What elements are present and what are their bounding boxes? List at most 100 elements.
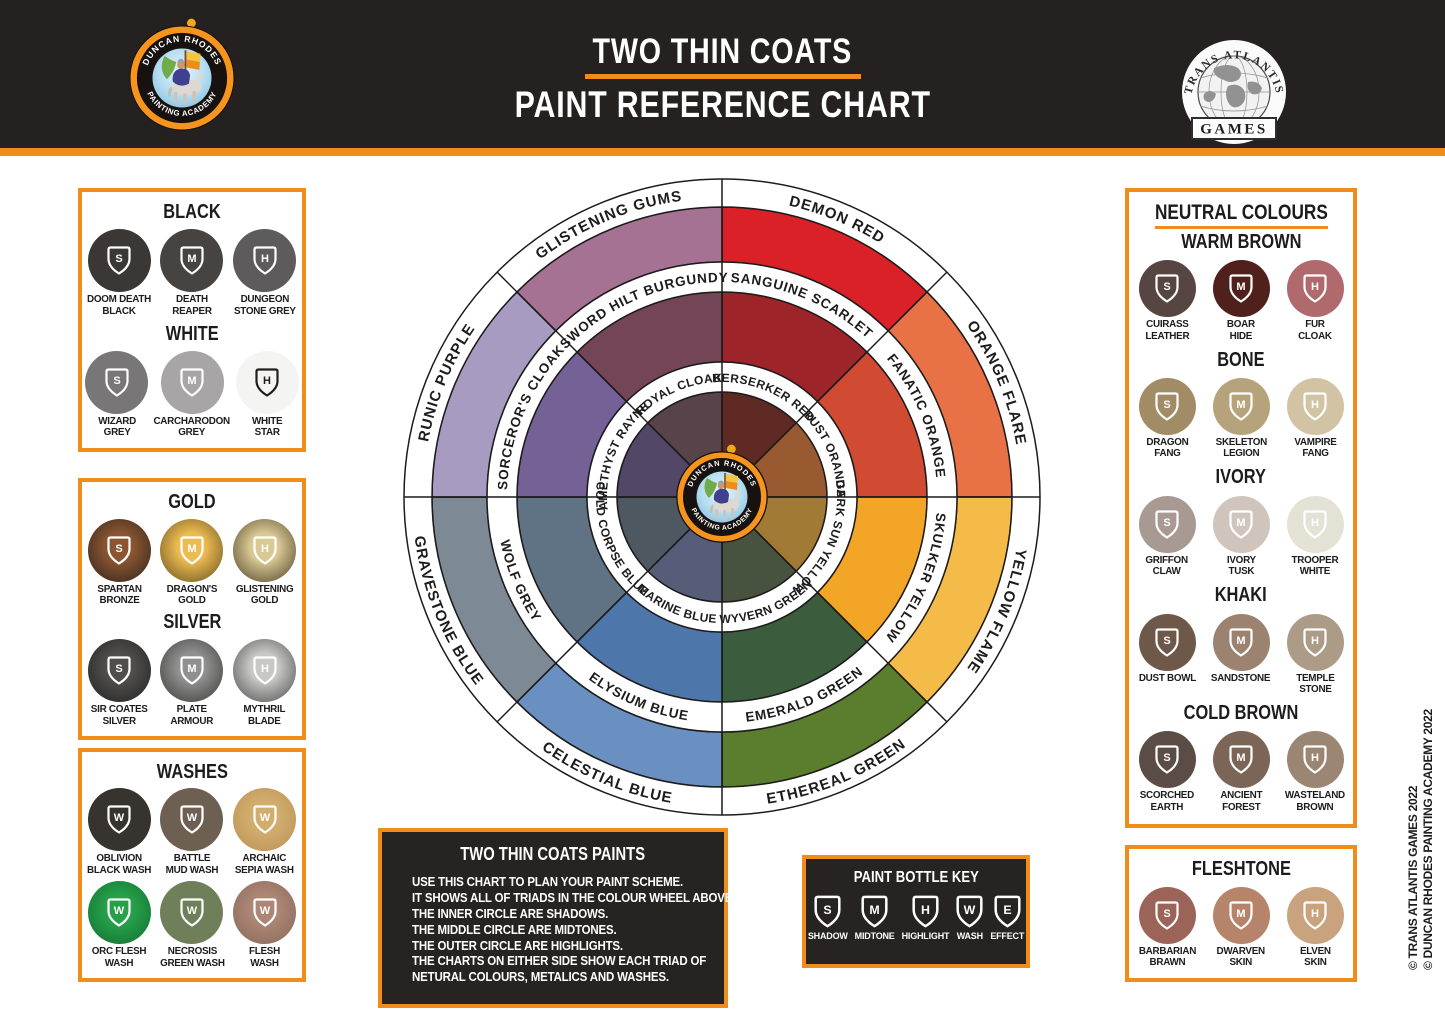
swatch-battle-mud-wash: W BATTLE MUD WASH bbox=[157, 788, 228, 876]
swatch-row: S BARBARIAN BRAWN M DWARVEN SKIN H ELVEN SKIN bbox=[1131, 886, 1351, 969]
info-box-title: TWO THIN COATS PAINTS bbox=[460, 844, 646, 864]
swatch-fur-cloak: H FUR CLOAK bbox=[1279, 260, 1351, 342]
swatch-circle: H bbox=[235, 350, 299, 414]
swatch-label: FLESH WASH bbox=[249, 945, 281, 969]
svg-text:S: S bbox=[1163, 908, 1170, 920]
paint-bottle-key: PAINT BOTTLE KEY S SHADOW M MIDTONE H HIGHLIG… bbox=[802, 855, 1030, 968]
swatch-circle: S bbox=[1138, 613, 1196, 671]
h-shield-icon: H bbox=[253, 535, 277, 565]
h-shield-icon: H bbox=[1303, 627, 1327, 657]
s-shield-icon: S bbox=[107, 246, 131, 276]
svg-text:M: M bbox=[1236, 908, 1245, 920]
swatch-label: SPARTAN BRONZE bbox=[97, 582, 142, 607]
svg-text:H: H bbox=[1311, 281, 1319, 293]
key-item-label: WASH bbox=[956, 931, 983, 941]
swatch-circle: S bbox=[87, 518, 151, 582]
svg-text:H: H bbox=[261, 663, 269, 675]
info-line: THE MIDDLE CIRCLE ARE MIDTONES. bbox=[412, 922, 617, 937]
h-shield-icon: H bbox=[1303, 274, 1327, 303]
svg-text:S: S bbox=[1163, 281, 1170, 293]
swatch-label: SIR COATES SILVER bbox=[90, 703, 148, 727]
swatch-vampire-fang: H VAMPIRE FANG bbox=[1279, 377, 1351, 460]
group-title-black: BLACK bbox=[163, 201, 221, 224]
trans-atlantis-games-logo: TRANS ATLANTIS GAMES bbox=[1166, 38, 1302, 150]
panel-title: NEUTRAL COLOURS bbox=[1131, 201, 1351, 230]
copyright: © TRANS ATLANTIS GAMES 2022 © DUNCAN RHO… bbox=[1406, 688, 1440, 970]
swatch-circle: M bbox=[160, 518, 224, 582]
swatch-mythril-blade: H MYTHRIL BLADE bbox=[229, 639, 300, 727]
swatch-doom-death-black: S DOOM DEATH BLACK bbox=[84, 229, 155, 317]
svg-text:H: H bbox=[1311, 908, 1319, 920]
w-shield-icon: W bbox=[956, 895, 983, 928]
swatch-row: S SPARTAN BRONZE M DRAGON'S GOLD H GLISTENING GO… bbox=[84, 518, 300, 607]
swatch-circle: M bbox=[1212, 613, 1270, 671]
h-shield-icon: H bbox=[1303, 510, 1327, 539]
swatch-label: SCORCHED EARTH bbox=[1139, 789, 1195, 813]
swatch-label: DRAGON'S GOLD bbox=[166, 582, 218, 607]
swatch-circle: W bbox=[87, 788, 151, 852]
swatch-circle: H bbox=[1286, 495, 1344, 553]
swatch-circle: H bbox=[1286, 613, 1344, 671]
swatch-circle: H bbox=[1286, 260, 1344, 318]
swatch-label: CUIRASS LEATHER bbox=[1145, 318, 1189, 342]
svg-text:H: H bbox=[1311, 752, 1319, 764]
m-shield-icon: M bbox=[180, 368, 204, 397]
swatch-wasteland-brown: H WASTELAND BROWN bbox=[1279, 731, 1351, 813]
swatch-label: OBLIVION BLACK WASH bbox=[87, 852, 152, 876]
swatch-dragon-s-gold: M DRAGON'S GOLD bbox=[157, 518, 228, 607]
swatch-sandstone: M SANDSTONE bbox=[1205, 613, 1277, 696]
swatch-ivory-tusk: M IVORY TUSK bbox=[1205, 495, 1277, 578]
group-title-washes: WASHES bbox=[156, 760, 228, 783]
m-shield-icon: M bbox=[1229, 392, 1253, 421]
svg-text:S: S bbox=[113, 375, 120, 387]
group-title-fleshtone: FLESHTONE bbox=[1191, 858, 1291, 881]
h-shield-icon: H bbox=[1303, 392, 1327, 421]
knight-illustration bbox=[704, 473, 741, 520]
svg-text:H: H bbox=[261, 543, 269, 555]
info-line: NETURAL COLOURS, METALICS AND WASHES. bbox=[412, 970, 669, 985]
e-shield-icon: E bbox=[994, 895, 1021, 928]
svg-text:H: H bbox=[1311, 399, 1319, 411]
svg-text:M: M bbox=[869, 903, 879, 917]
svg-text:W: W bbox=[114, 905, 125, 917]
svg-text:M: M bbox=[187, 543, 196, 555]
svg-text:M: M bbox=[1236, 517, 1245, 529]
panel-washes: WASHES W OBLIVION BLACK WASH W BATTLE MUD WASH… bbox=[78, 748, 306, 982]
swatch-label: ANCIENT FOREST bbox=[1220, 789, 1262, 813]
swatch-label: SKELETON LEGION bbox=[1215, 435, 1267, 460]
swatch-scorched-earth: S SCORCHED EARTH bbox=[1131, 731, 1203, 813]
duncan-rhodes-logo: DUNCAN RHODES PAINTING ACADEMY bbox=[124, 16, 240, 134]
svg-text:H: H bbox=[1311, 635, 1319, 647]
copyright-line-duncan-rhodes: © DUNCAN RHODES PAINTING ACADEMY 2022 bbox=[1421, 709, 1435, 970]
swatch-circle: W bbox=[233, 788, 297, 852]
swatch-row: S CUIRASS LEATHER M BOAR HIDE H FUR CLOAK bbox=[1131, 260, 1351, 342]
swatch-circle: M bbox=[1212, 377, 1270, 435]
swatch-circle: M bbox=[1212, 495, 1270, 553]
swatch-skeleton-legion: M SKELETON LEGION bbox=[1205, 377, 1277, 460]
swatch-death-reaper: M DEATH REAPER bbox=[157, 229, 228, 317]
info-box-text: USE THIS CHART TO PLAN YOUR PAINT SCHEME… bbox=[412, 875, 735, 986]
colour-wheel: BERSERKER RED SANGUINE SCARLET DEMON RED RU… bbox=[402, 177, 1042, 817]
svg-text:H: H bbox=[261, 253, 269, 265]
h-shield-icon: H bbox=[253, 246, 277, 276]
w-shield-icon: W bbox=[253, 805, 277, 835]
svg-text:H: H bbox=[921, 903, 930, 917]
header-bar: DUNCAN RHODES PAINTING ACADEMY TWO THIN … bbox=[0, 0, 1445, 148]
m-shield-icon: M bbox=[1229, 510, 1253, 539]
swatch-circle: M bbox=[160, 229, 224, 293]
swatch-trooper-white: H TROOPER WHITE bbox=[1279, 495, 1351, 578]
swatch-label: DEATH REAPER bbox=[172, 293, 212, 317]
m-shield-icon: M bbox=[1229, 900, 1253, 930]
info-line: USE THIS CHART TO PLAN YOUR PAINT SCHEME… bbox=[412, 875, 684, 889]
svg-text:S: S bbox=[1163, 517, 1170, 529]
paint-bottle-key-title: PAINT BOTTLE KEY bbox=[853, 869, 979, 886]
swatch-white-star: H WHITE STAR bbox=[235, 350, 300, 439]
svg-text:H: H bbox=[1311, 517, 1319, 529]
s-shield-icon: S bbox=[1155, 510, 1179, 539]
swatch-label: TROOPER WHITE bbox=[1291, 553, 1339, 578]
m-shield-icon: M bbox=[180, 535, 204, 565]
swatch-label: BARBARIAN BRAWN bbox=[1138, 944, 1196, 969]
s-shield-icon: S bbox=[107, 535, 131, 565]
swatch-boar-hide: M BOAR HIDE bbox=[1205, 260, 1277, 342]
swatch-glistening-gold: H GLISTENING GOLD bbox=[229, 518, 300, 607]
